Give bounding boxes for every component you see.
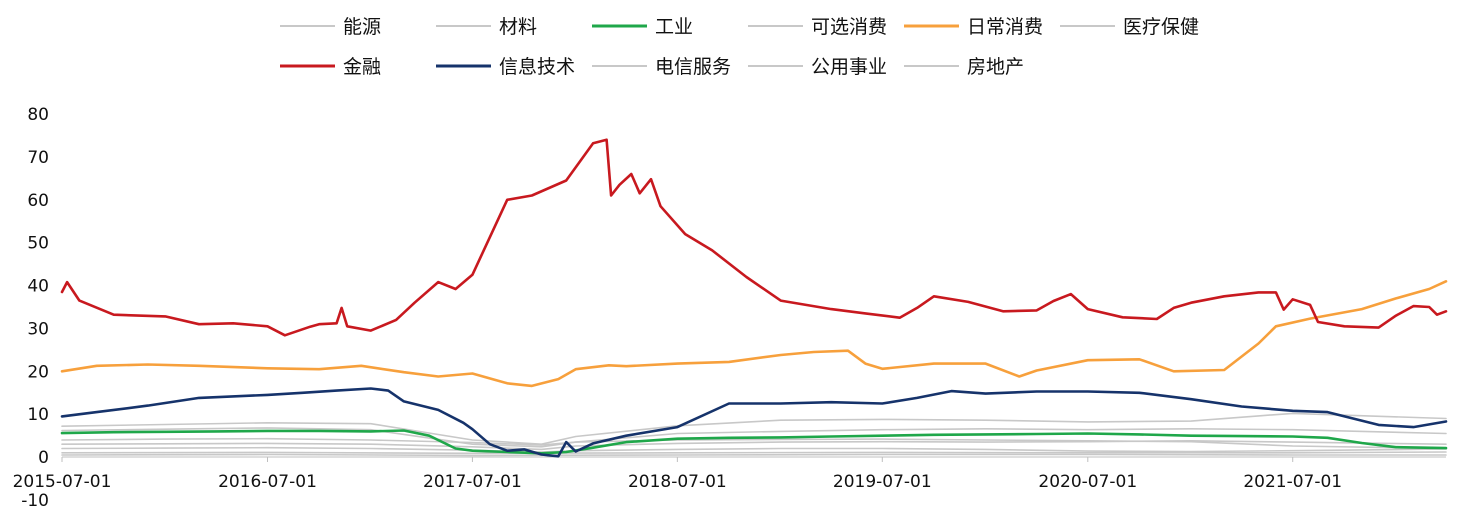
legend-label: 日常消费 bbox=[967, 16, 1043, 38]
y-tick-label: 10 bbox=[27, 405, 49, 425]
y-tick-label: 40 bbox=[27, 277, 49, 297]
y-tick-label: 80 bbox=[27, 105, 49, 125]
x-axis: 2015-07-01 2016-07-01 2017-07-01 2018-07-01… bbox=[13, 456, 1446, 492]
y-axis: -10 0 10 20 30 40 50 60 70 80 bbox=[21, 105, 49, 511]
series-line-7 bbox=[60, 138, 1448, 337]
legend-label: 公用事业 bbox=[811, 56, 887, 78]
legend-label: 电信服务 bbox=[655, 56, 731, 78]
highlight-series-group bbox=[60, 138, 1448, 458]
series-line-3 bbox=[60, 429, 1448, 455]
x-tick-label: 2015-07-01 bbox=[13, 472, 112, 492]
x-tick-label: 2017-07-01 bbox=[423, 472, 522, 492]
legend-label: 信息技术 bbox=[499, 56, 575, 78]
y-tick-label: 50 bbox=[27, 234, 49, 254]
legend-label: 工业 bbox=[655, 16, 693, 38]
x-tick-label: 2016-07-01 bbox=[218, 472, 317, 492]
series-line-9 bbox=[61, 453, 1447, 457]
legend-label: 金融 bbox=[343, 56, 381, 78]
x-tick-label: 2020-07-01 bbox=[1038, 472, 1137, 492]
x-tick-label: 2019-07-01 bbox=[833, 472, 932, 492]
y-tick-label: 60 bbox=[27, 191, 49, 211]
legend-label: 材料 bbox=[499, 16, 537, 38]
series-line-8 bbox=[60, 387, 1448, 458]
y-tick-label: 30 bbox=[27, 319, 49, 339]
x-tick-label: 2021-07-01 bbox=[1243, 472, 1342, 492]
series-line-10 bbox=[61, 451, 1447, 455]
y-tick-label: -10 bbox=[21, 491, 49, 511]
legend-label: 能源 bbox=[343, 16, 381, 38]
legend-label: 房地产 bbox=[967, 56, 1024, 78]
y-tick-label: 0 bbox=[38, 448, 49, 468]
legend-label: 医疗保健 bbox=[1123, 16, 1199, 38]
background-series-group bbox=[61, 412, 1447, 457]
series-line-1 bbox=[61, 446, 1447, 453]
legend-label: 可选消费 bbox=[811, 16, 887, 38]
series-line-4 bbox=[61, 427, 1447, 448]
x-tick-label: 2018-07-01 bbox=[628, 472, 727, 492]
series-line-6 bbox=[61, 412, 1447, 446]
series-line-5 bbox=[60, 279, 1448, 388]
y-tick-label: 20 bbox=[27, 362, 49, 382]
y-tick-label: 70 bbox=[27, 148, 49, 168]
